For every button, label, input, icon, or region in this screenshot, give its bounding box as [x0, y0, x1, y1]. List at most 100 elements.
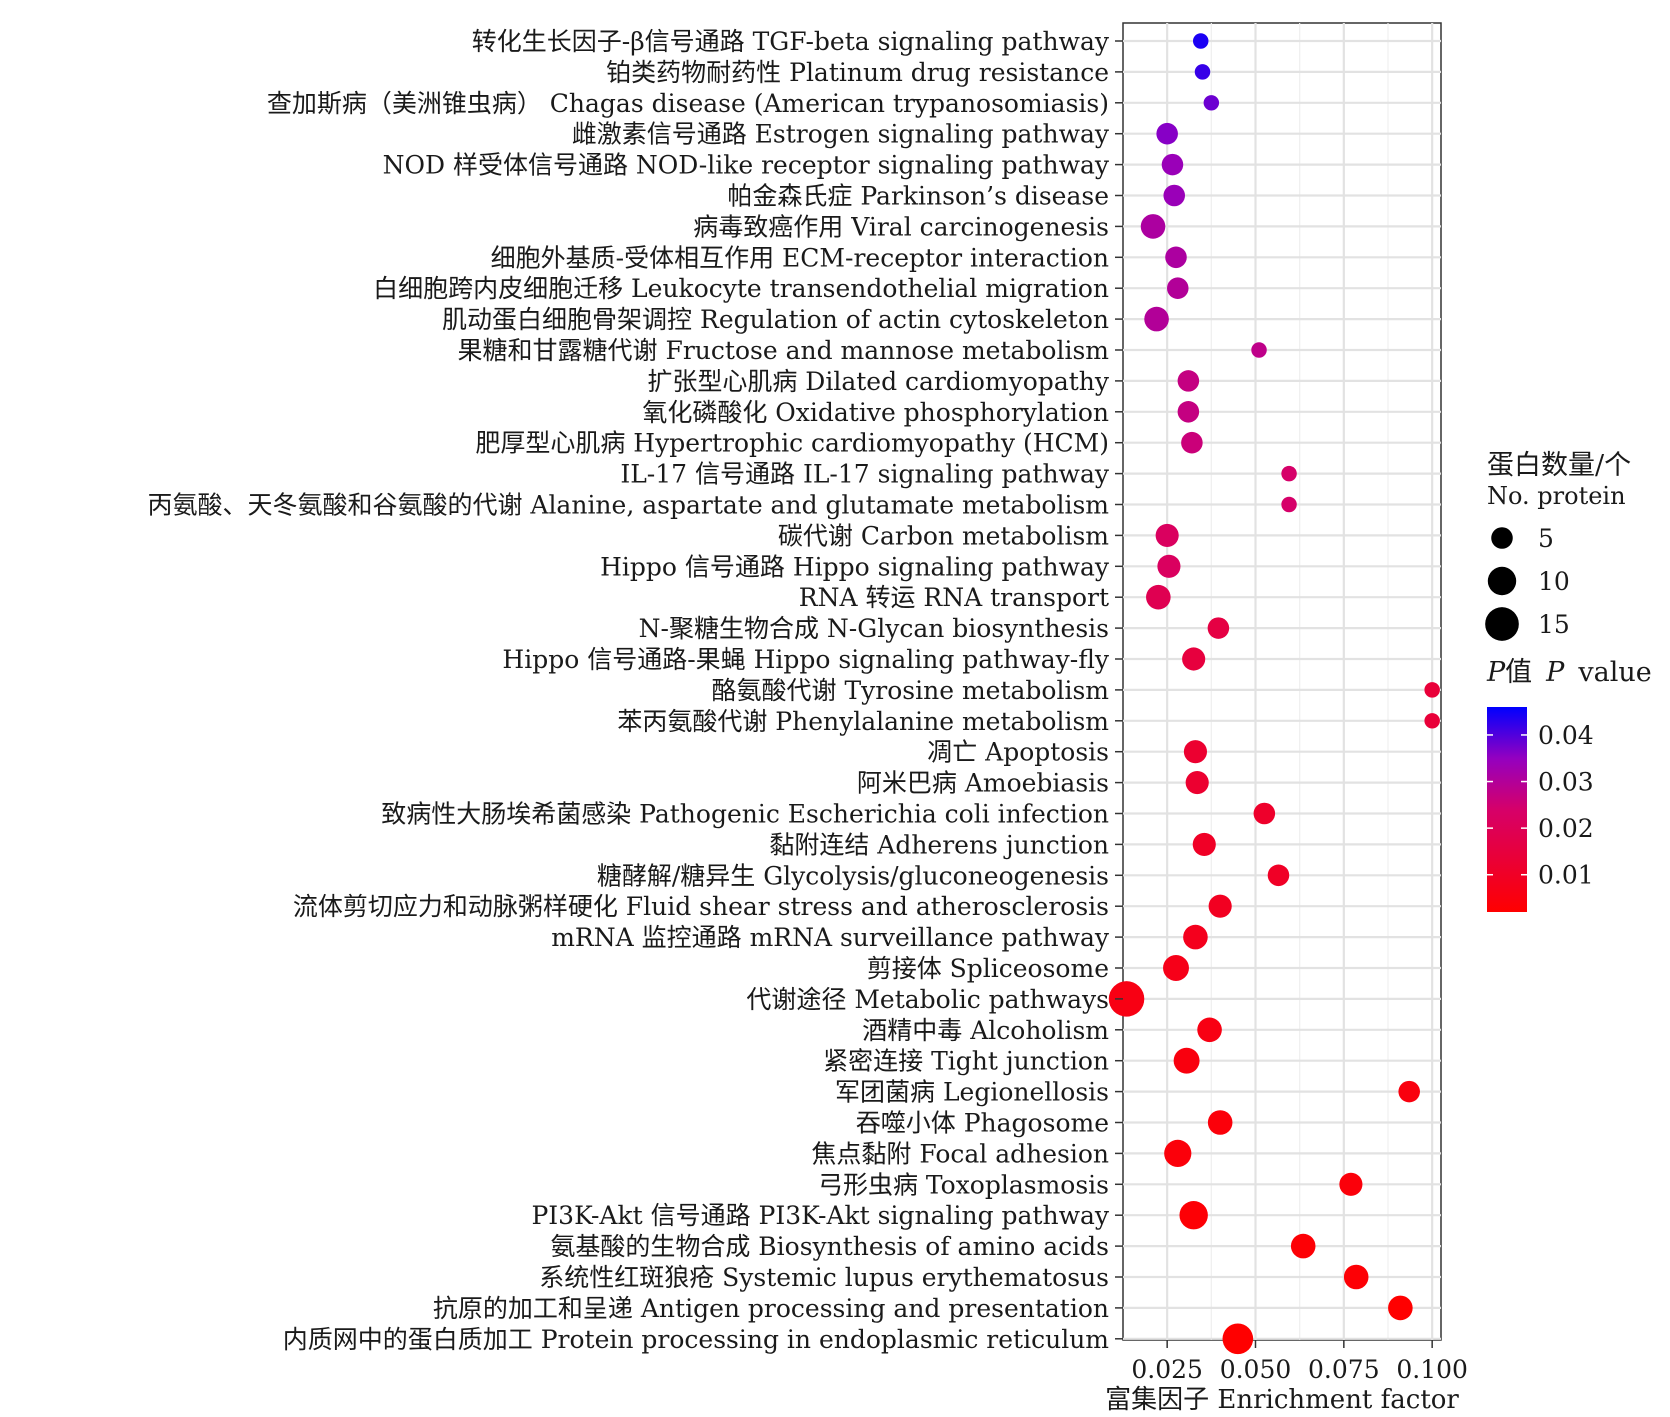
data-point	[1424, 713, 1440, 729]
y-tick-label: RNA 转运 RNA transport	[799, 583, 1109, 612]
y-tick-label: 抗原的加工和呈递 Antigen processing and presenta…	[433, 1294, 1109, 1323]
y-tick-label: 军团菌病 Legionellosis	[835, 1078, 1109, 1107]
y-tick-label: 白细胞跨内皮细胞迁移 Leukocyte transendothelial mi…	[373, 274, 1109, 303]
data-point	[1182, 647, 1206, 671]
size-legend-dot	[1491, 527, 1513, 549]
data-point	[1267, 864, 1290, 887]
data-point	[1197, 1017, 1222, 1043]
y-tick-label: 焦点黏附 Focal adhesion	[811, 1139, 1109, 1168]
data-point	[1185, 771, 1209, 795]
colorbar-tick-label: 0.02	[1538, 814, 1594, 843]
y-tick-label: Hippo 信号通路-果蝇 Hippo signaling pathway-fl…	[502, 645, 1109, 674]
data-point	[1388, 1295, 1413, 1321]
size-legend-label: 15	[1538, 610, 1570, 639]
y-tick-label: 代谢途径 Metabolic pathways	[746, 985, 1109, 1014]
y-tick-label: IL-17 信号通路 IL-17 signaling pathway	[620, 460, 1110, 489]
x-axis-title: 富集因子 Enrichment factor	[1105, 1385, 1459, 1415]
data-point	[1140, 214, 1166, 239]
y-tick-label: 肌动蛋白细胞骨架调控 Regulation of actin cytoskele…	[442, 305, 1109, 334]
data-point	[1157, 554, 1181, 578]
y-axis-labels: 转化生长因子-β信号通路 TGF-beta signaling pathway铂…	[147, 27, 1123, 1354]
size-legend-title-en: No. protein	[1487, 482, 1626, 510]
data-point	[1281, 496, 1297, 513]
data-point	[1166, 277, 1189, 299]
data-point	[1281, 465, 1297, 482]
plot-panel	[1122, 22, 1442, 1341]
y-tick-label: 凋亡 Apoptosis	[927, 738, 1109, 767]
y-tick-label: 内质网中的蛋白质加工 Protein processing in endopla…	[283, 1325, 1110, 1354]
y-tick-label: mRNA 监控通路 mRNA surveillance pathway	[551, 923, 1110, 952]
data-point	[1290, 1233, 1316, 1259]
size-legend-label: 5	[1538, 524, 1554, 553]
y-tick-label: 流体剪切应力和动脉粥样硬化 Fluid shear stress and ath…	[293, 892, 1109, 921]
y-tick-label: 病毒致癌作用 Viral carcinogenesis	[693, 212, 1109, 241]
data-point	[1339, 1172, 1363, 1196]
y-tick-label: Hippo 信号通路 Hippo signaling pathway	[600, 552, 1110, 581]
colorbar-ticks: 0.04 0.03 0.02 0.01	[1487, 721, 1594, 890]
y-tick-label: 氧化磷酸化 Oxidative phosphorylation	[642, 398, 1109, 427]
data-point	[1398, 1080, 1420, 1103]
y-tick-label: 氨基酸的生物合成 Biosynthesis of amino acids	[550, 1232, 1109, 1261]
x-tick-label: 0.025	[1131, 1355, 1203, 1384]
size-legend-label: 10	[1538, 567, 1570, 596]
y-tick-label: 黏附连结 Adherens junction	[769, 830, 1109, 859]
colorbar-tick-label: 0.03	[1538, 768, 1594, 797]
y-tick-label: 帕金森氏症 Parkinson’s disease	[727, 182, 1109, 211]
data-point	[1146, 584, 1171, 610]
data-point	[1207, 1110, 1233, 1135]
data-point	[1192, 832, 1216, 856]
data-point	[1156, 122, 1178, 145]
color-legend-title-zh: 值	[1505, 657, 1532, 688]
y-tick-label: 致病性大肠埃希菌感染 Pathogenic Escherichia coli i…	[381, 800, 1109, 829]
y-tick-label: 吞噬小体 Phagosome	[856, 1109, 1109, 1138]
size-legend-dot	[1487, 566, 1517, 596]
data-point	[1179, 1200, 1208, 1230]
data-point	[1251, 342, 1267, 358]
y-tick-label: 酪氨酸代谢 Tyrosine metabolism	[712, 676, 1110, 705]
x-tick-label: 0.050	[1220, 1355, 1292, 1384]
y-tick-label: 系统性红斑狼疮 Systemic lupus erythematosus	[539, 1263, 1109, 1292]
data-point	[1177, 401, 1200, 423]
data-point	[1183, 740, 1207, 764]
y-tick-label: 果糖和甘露糖代谢 Fructose and mannose metabolism	[458, 336, 1110, 365]
y-tick-label: 转化生长因子-β信号通路 TGF-beta signaling pathway	[472, 27, 1110, 56]
data-point	[1165, 246, 1187, 269]
data-point	[1253, 802, 1276, 825]
y-tick-label: PI3K-Akt 信号通路 PI3K-Akt signaling pathway	[531, 1201, 1109, 1230]
colorbar-tick-label: 0.01	[1538, 861, 1594, 890]
y-tick-label: 细胞外基质-受体相互作用 ECM-receptor interaction	[491, 243, 1109, 272]
data-point	[1163, 184, 1186, 207]
color-legend-title-italic: P	[1545, 657, 1565, 688]
color-legend-title-prefix: P	[1486, 657, 1506, 688]
data-point	[1163, 955, 1189, 981]
y-tick-label: 弓形虫病 Toxoplasmosis	[818, 1170, 1109, 1199]
y-tick-label: 铂类药物耐药性 Platinum drug resistance	[606, 58, 1109, 87]
size-legend-title-zh: 蛋白数量/个	[1487, 450, 1631, 481]
data-point	[1161, 153, 1184, 176]
color-legend-title-suffix: value	[1577, 657, 1651, 688]
x-tick-label: 0.100	[1396, 1355, 1468, 1384]
data-point	[1177, 370, 1200, 392]
y-tick-label: 碳代谢 Carbon metabolism	[778, 521, 1109, 550]
y-tick-label: 扩张型心肌病 Dilated cardiomyopathy	[647, 367, 1110, 396]
data-point	[1181, 431, 1203, 454]
data-point	[1173, 1047, 1200, 1074]
y-tick-label: 糖酵解/糖异生 Glycolysis/gluconeogenesis	[597, 861, 1109, 890]
size-legend-entries: 5 10 15	[1485, 524, 1570, 641]
y-tick-label: 肥厚型心肌病 Hypertrophic cardiomyopathy (HCM)	[475, 429, 1109, 458]
data-point	[1194, 64, 1211, 80]
x-tick-label: 0.075	[1308, 1355, 1380, 1384]
y-tick-label: 查加斯病（美洲锥虫病） Chagas disease (American try…	[267, 89, 1109, 118]
data-point	[1208, 894, 1232, 918]
y-tick-label: 雌激素信号通路 Estrogen signaling pathway	[572, 120, 1110, 149]
data-point	[1193, 33, 1209, 49]
data-point	[1222, 1323, 1254, 1355]
data-points	[1108, 33, 1440, 1355]
data-point	[1343, 1264, 1369, 1290]
data-point	[1144, 306, 1169, 332]
y-tick-label: 苯丙氨酸代谢 Phenylalanine metabolism	[617, 707, 1109, 736]
data-point	[1183, 924, 1208, 950]
y-tick-label: 丙氨酸、天冬氨酸和谷氨酸的代谢 Alanine, aspartate and g…	[147, 491, 1109, 520]
